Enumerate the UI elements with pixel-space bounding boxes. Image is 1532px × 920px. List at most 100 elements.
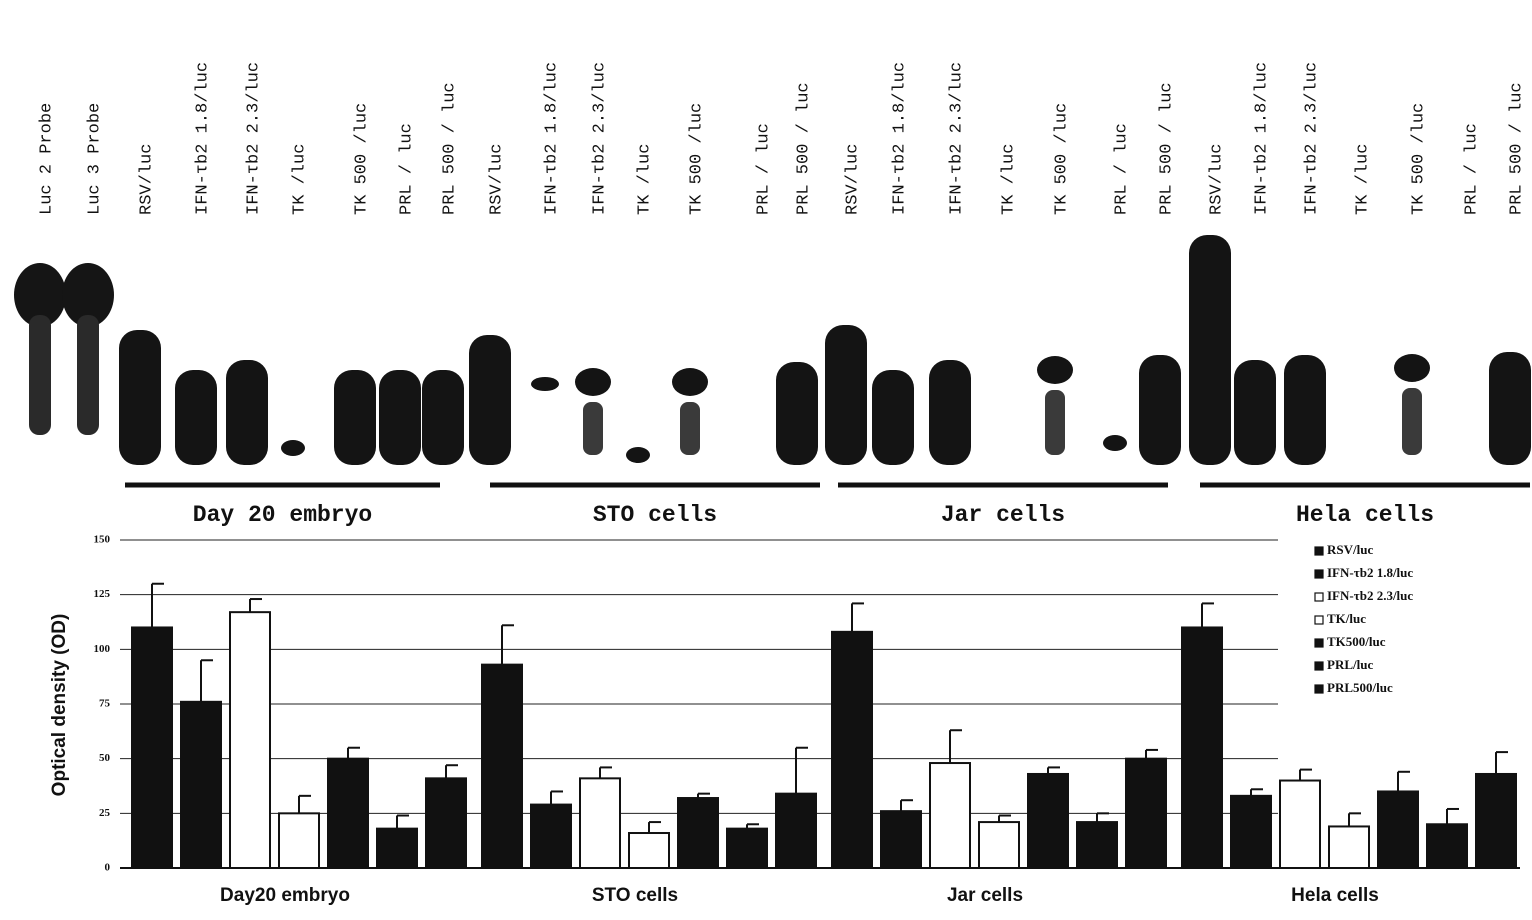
blot-band	[872, 370, 914, 465]
bar	[1077, 822, 1117, 868]
lane-label: TK /luc	[290, 144, 309, 215]
blot-band	[175, 370, 217, 465]
legend-swatch	[1315, 547, 1323, 555]
lane-label: IFN-τb2 1.8/luc	[1252, 62, 1271, 215]
lane-label: PRL 500 / luc	[794, 82, 813, 215]
lane-label: RSV/luc	[843, 144, 862, 215]
bar	[832, 632, 872, 868]
bar	[979, 822, 1019, 868]
lane-label: TK 500 /luc	[687, 103, 706, 215]
blot-band	[1284, 355, 1326, 465]
legend-label: TK/luc	[1327, 611, 1366, 626]
legend-swatch	[1315, 593, 1323, 601]
x-tick-label: Day20 embryo	[220, 885, 350, 906]
blot-band	[776, 362, 818, 465]
blot-band	[379, 370, 421, 465]
lane-label: PRL 500 / luc	[1157, 82, 1176, 215]
bar	[776, 794, 816, 868]
blot-band	[1394, 354, 1430, 382]
blot-band	[1402, 388, 1422, 455]
lane-label: RSV/luc	[137, 144, 156, 215]
bar	[881, 811, 921, 868]
blot-band	[119, 330, 161, 465]
legend-label: IFN-τb2 1.8/luc	[1327, 565, 1413, 580]
lane-label: IFN-τb2 1.8/luc	[193, 62, 212, 215]
blot-band	[680, 402, 700, 455]
bar	[1231, 796, 1271, 868]
blot-band	[281, 440, 305, 456]
lane-label: PRL / luc	[1112, 123, 1131, 215]
lane-label: IFN-τb2 1.8/luc	[890, 62, 909, 215]
bar	[132, 627, 172, 868]
lane-label: PRL / luc	[1462, 123, 1481, 215]
bar	[1476, 774, 1516, 868]
lane-label: TK 500 /luc	[1052, 103, 1071, 215]
bar	[531, 805, 571, 868]
blot-band	[1489, 352, 1531, 465]
lane-label: IFN-τb2 2.3/luc	[590, 62, 609, 215]
x-tick-label: STO cells	[592, 885, 678, 906]
bar	[377, 829, 417, 868]
blot-band	[226, 360, 268, 465]
blot-band	[29, 315, 51, 435]
bar	[1280, 781, 1320, 868]
blot-band	[531, 377, 559, 391]
blot-band	[77, 315, 99, 435]
lane-label: IFN-τb2 2.3/luc	[1302, 62, 1321, 215]
blot-band	[626, 447, 650, 463]
legend-swatch	[1315, 570, 1323, 578]
bar	[1427, 824, 1467, 868]
blot-band	[672, 368, 708, 396]
group-label: STO cells	[593, 502, 717, 528]
lane-label: PRL / luc	[754, 123, 773, 215]
x-tick-label: Hela cells	[1291, 885, 1379, 906]
blot-band	[583, 402, 603, 455]
blot-band	[334, 370, 376, 465]
legend-label: PRL500/luc	[1327, 680, 1393, 695]
blot-band	[1189, 235, 1231, 465]
lane-label: IFN-τb2 2.3/luc	[244, 62, 263, 215]
blot-band	[1139, 355, 1181, 465]
lane-label: TK /luc	[999, 144, 1018, 215]
bar	[279, 813, 319, 868]
y-tick-label: 50	[99, 752, 111, 764]
lane-label: TK 500 /luc	[352, 103, 371, 215]
group-label: Day 20 embryo	[193, 502, 372, 528]
blot-band	[1103, 435, 1127, 451]
lane-label: Luc 3 Probe	[85, 103, 104, 215]
legend-swatch	[1315, 662, 1323, 670]
lane-label: PRL / luc	[397, 123, 416, 215]
bar	[1028, 774, 1068, 868]
lane-label: TK /luc	[635, 144, 654, 215]
blot-band	[1234, 360, 1276, 465]
blot-band	[1045, 390, 1065, 455]
y-axis-label: Optical density (OD)	[49, 614, 70, 797]
lane-label: PRL 500 / luc	[1507, 82, 1526, 215]
bar	[1182, 627, 1222, 868]
group-label: Hela cells	[1296, 502, 1434, 528]
y-tick-label: 0	[105, 862, 111, 874]
blot-band	[422, 370, 464, 465]
bar	[426, 778, 466, 868]
bar	[482, 665, 522, 868]
lane-label: IFN-τb2 2.3/luc	[947, 62, 966, 215]
lane-label: PRL 500 / luc	[440, 82, 459, 215]
y-tick-label: 25	[99, 807, 111, 819]
bar	[629, 833, 669, 868]
legend-label: RSV/luc	[1327, 542, 1373, 557]
bar	[678, 798, 718, 868]
lane-label: IFN-τb2 1.8/luc	[542, 62, 561, 215]
lane-label: TK 500 /luc	[1409, 103, 1428, 215]
legend-swatch	[1315, 639, 1323, 647]
legend-swatch	[1315, 685, 1323, 693]
blot-band	[825, 325, 867, 465]
bar	[930, 763, 970, 868]
bar	[580, 778, 620, 868]
bar	[1329, 826, 1369, 868]
blot-band	[469, 335, 511, 465]
blot-band	[1037, 356, 1073, 384]
lane-label: Luc 2 Probe	[37, 103, 56, 215]
group-label: Jar cells	[941, 502, 1065, 528]
legend-label: TK500/luc	[1327, 634, 1386, 649]
bar	[181, 702, 221, 868]
